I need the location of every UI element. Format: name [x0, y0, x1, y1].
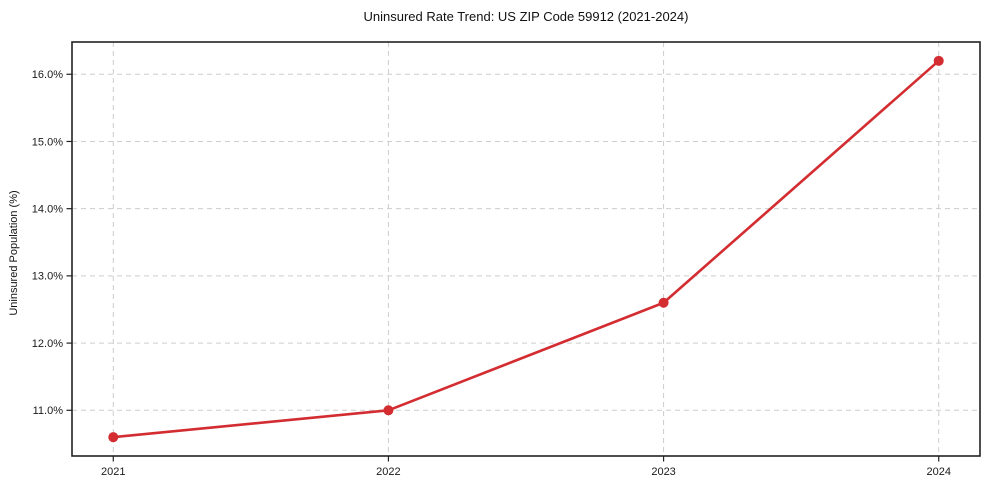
y-tick-label: 12.0% — [32, 338, 63, 350]
x-tick-label: 2024 — [926, 466, 950, 478]
y-tick-label: 13.0% — [32, 271, 63, 283]
x-tick-label: 2021 — [101, 466, 125, 478]
y-tick-label: 14.0% — [32, 204, 63, 216]
y-tick-label: 11.0% — [33, 405, 64, 417]
data-point — [933, 55, 944, 66]
chart-title: Uninsured Rate Trend: US ZIP Code 59912 … — [363, 9, 689, 24]
y-tick-label: 16.0% — [32, 69, 63, 81]
data-point — [383, 405, 394, 416]
data-point — [658, 297, 669, 308]
x-tick-label: 2022 — [376, 466, 400, 478]
axes-frame — [71, 41, 981, 457]
y-tick-label: 15.0% — [32, 136, 63, 148]
data-line — [111, 59, 941, 439]
x-tick-label: 2023 — [651, 466, 675, 478]
data-point — [108, 432, 119, 443]
